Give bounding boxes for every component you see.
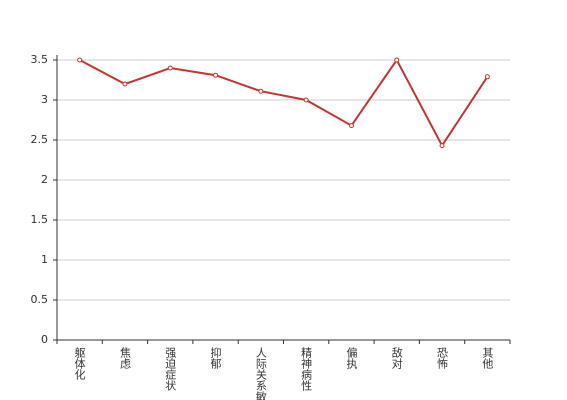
x-tick-label: 焦虑 — [118, 347, 131, 369]
y-tick-label: 1.5 — [31, 213, 49, 226]
x-tick-label: 精神病性 — [300, 347, 313, 392]
x-tick-label: 躯体化 — [73, 347, 86, 381]
point — [213, 72, 219, 78]
point — [77, 57, 83, 63]
point — [258, 88, 264, 94]
y-tick-label: 3 — [41, 93, 48, 106]
point — [167, 65, 173, 71]
y-tick-label: 0 — [41, 333, 48, 346]
y-tick-label: 1 — [41, 253, 48, 266]
y-tick-label: 2.5 — [31, 133, 49, 146]
point — [348, 123, 354, 129]
x-tick-label: 人际关系敏感 — [254, 347, 267, 400]
x-tick-label: 强迫症状 — [164, 347, 177, 391]
point — [122, 81, 128, 87]
point — [394, 57, 400, 63]
y-tick-label: 0.5 — [31, 293, 49, 306]
x-tick-label: 敌对 — [390, 346, 403, 369]
point — [439, 143, 445, 149]
y-tick-label: 3.5 — [31, 53, 49, 66]
x-tick-label: 恐怖 — [436, 347, 449, 369]
x-tick-label: 其他 — [481, 347, 494, 369]
x-tick-label: 抑郁 — [209, 346, 222, 369]
point — [484, 74, 490, 80]
x-tick-label: 偏执 — [345, 346, 358, 370]
line — [79, 58, 489, 148]
point — [303, 97, 309, 103]
y-tick-label: 2 — [41, 173, 48, 186]
